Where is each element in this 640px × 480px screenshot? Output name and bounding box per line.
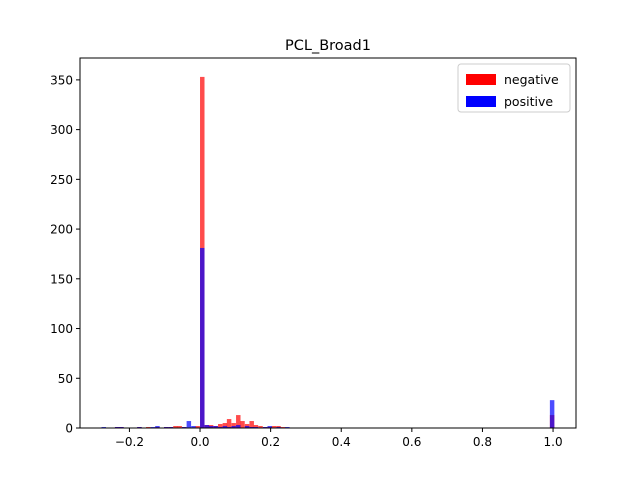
y-tick-label: 250 <box>50 173 73 187</box>
positive-legend-label: positive <box>504 94 553 109</box>
x-tick-label: 1.0 <box>544 435 563 449</box>
positive-bar <box>191 426 196 428</box>
positive-legend-swatch <box>466 96 496 107</box>
negative-bar <box>226 419 232 428</box>
x-tick-label: 0.2 <box>261 435 280 449</box>
positive-bar <box>204 425 210 428</box>
negative-bar <box>258 426 263 428</box>
negative-bar <box>231 423 236 428</box>
negative-bar <box>195 426 200 428</box>
x-tick-label: 0.6 <box>402 435 421 449</box>
positive-bar <box>213 426 218 428</box>
positive-bar <box>208 426 214 428</box>
x-tick-label: 0.4 <box>332 435 351 449</box>
negative-bar <box>177 426 182 428</box>
negative-bar <box>173 426 178 428</box>
y-tick-label: 50 <box>58 372 73 386</box>
negative-bar <box>218 424 223 428</box>
positive-bar <box>244 426 250 428</box>
y-tick-label: 200 <box>50 223 73 237</box>
positive-bar <box>267 426 272 428</box>
negative-legend-label: negative <box>504 72 559 87</box>
positive-bar <box>186 421 192 428</box>
plot-area <box>80 58 576 428</box>
negative-bar <box>236 415 241 428</box>
x-tick-label: 0.0 <box>190 435 209 449</box>
y-tick-label: 350 <box>50 73 73 87</box>
negative-bar <box>271 426 277 428</box>
negative-bar <box>276 426 281 428</box>
positive-bar <box>549 400 555 428</box>
y-tick-label: 100 <box>50 322 73 336</box>
positive-bar <box>231 426 236 428</box>
negative-bar <box>249 421 254 428</box>
x-tick-label: −0.2 <box>115 435 144 449</box>
negative-bar <box>253 425 259 428</box>
y-tick-label: 0 <box>65 422 73 436</box>
chart-title: PCL_Broad1 <box>285 38 371 54</box>
negative-legend-swatch <box>466 74 496 85</box>
legend: negative positive <box>457 63 571 113</box>
x-tick-label: 0.8 <box>473 435 492 449</box>
negative-bar <box>240 421 245 428</box>
axes-layer: −0.2 0.0 0.2 0.4 0.6 0.8 1.0 0 50 100 150 200 250 300… <box>50 57 577 449</box>
negative-bar <box>222 423 228 428</box>
positive-bar <box>222 426 228 428</box>
y-tick-label: 300 <box>50 123 73 137</box>
positive-bar <box>155 426 160 428</box>
positive-bar <box>236 425 241 428</box>
positive-bar <box>200 247 205 428</box>
axes-frame <box>79 57 577 429</box>
y-tick-label: 150 <box>50 272 73 286</box>
